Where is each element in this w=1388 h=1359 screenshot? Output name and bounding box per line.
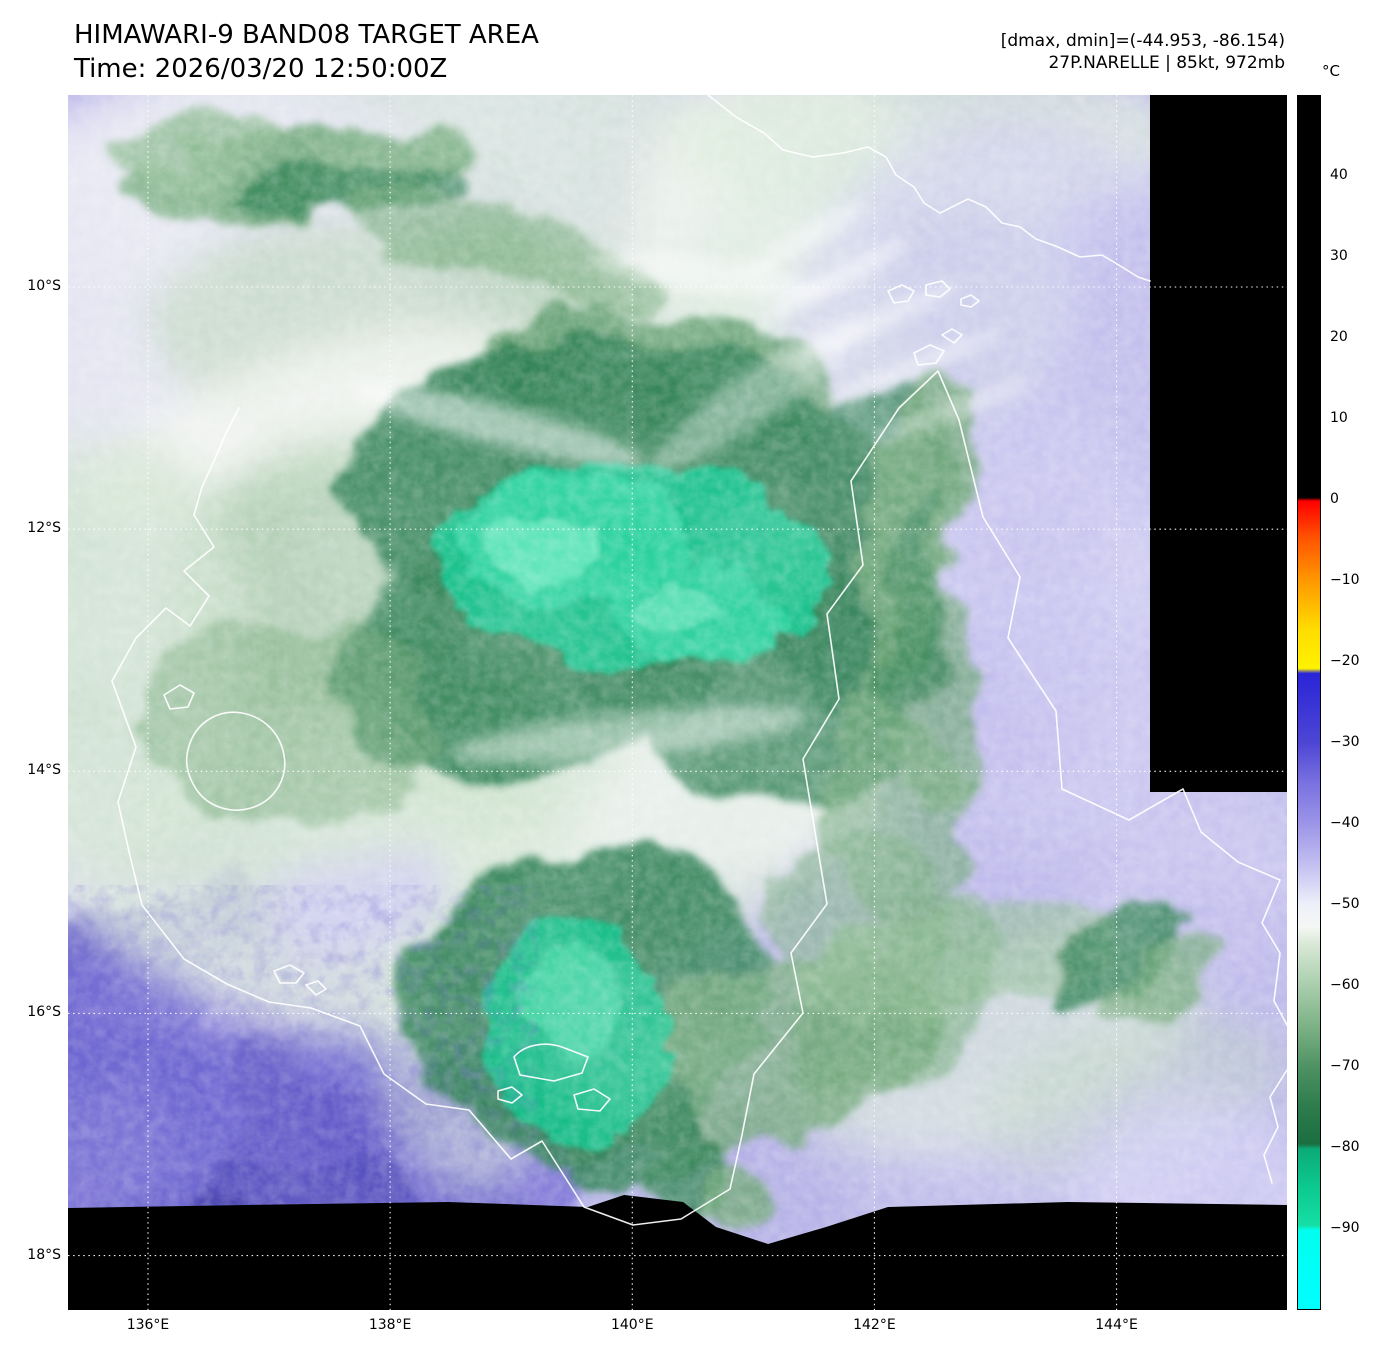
colorbar-tick-label: −90 <box>1330 1220 1360 1236</box>
colorbar-tick-label: 0 <box>1330 491 1339 507</box>
lon-tick-label: 142°E <box>853 1317 896 1333</box>
colorbar <box>1297 95 1321 1310</box>
lat-tick-label: 14°S <box>27 762 61 779</box>
colorbar-tick-label: −10 <box>1330 572 1360 588</box>
storm-info-annotation: 27P.NARELLE | 85kt, 972mb <box>1048 53 1285 73</box>
annotation-block: [dmax, dmin]=(-44.953, -86.154) 27P.NARE… <box>1001 30 1285 74</box>
lat-tick-label: 12°S <box>27 520 61 537</box>
dmax-dmin-annotation: [dmax, dmin]=(-44.953, -86.154) <box>1000 31 1285 51</box>
colorbar-tick-label: 20 <box>1330 329 1348 345</box>
latlon-gridlines <box>68 95 1287 1310</box>
colorbar-tick-label: −20 <box>1330 653 1360 669</box>
colorbar-unit-label: °C <box>1322 62 1340 80</box>
colorbar-gradient <box>1298 96 1320 1309</box>
coastline-png-path <box>707 95 1151 282</box>
lat-tick-label: 18°S <box>27 1246 61 1263</box>
colorbar-tick-label: −60 <box>1330 977 1360 993</box>
lon-tick-label: 138°E <box>368 1317 412 1333</box>
colorbar-tick-label: 10 <box>1330 410 1348 426</box>
lon-tick-label: 136°E <box>126 1317 170 1333</box>
timestamp-line: Time: 2026/03/20 12:50:00Z <box>74 54 448 84</box>
satellite-image <box>68 95 1287 1310</box>
satellite-map-area: Copyright © 2020-2026 Dapiya <box>68 95 1287 1310</box>
coastline-overlay <box>111 95 1287 1226</box>
colorbar-tick-label: 30 <box>1330 248 1348 264</box>
colorbar-tick-label: 40 <box>1330 167 1348 183</box>
lat-tick-label: 10°S <box>27 278 61 294</box>
lat-tick-label: 16°S <box>27 1004 61 1021</box>
colorbar-tick-label: −30 <box>1330 734 1360 750</box>
coastline-mainland-path <box>111 370 1287 1226</box>
title-block: HIMAWARI-9 BAND08 TARGET AREA Time: 2026… <box>74 18 539 86</box>
purple-speckle-texture <box>68 885 538 1210</box>
no-data-region <box>68 95 1287 1310</box>
lon-tick-label: 140°E <box>610 1317 654 1333</box>
colorbar-tick-label: −70 <box>1330 1058 1360 1074</box>
coastline-southeast-path <box>1263 1069 1287 1184</box>
lon-tick-label: 144°E <box>1095 1317 1138 1333</box>
page-title: HIMAWARI-9 BAND08 TARGET AREA <box>74 20 539 50</box>
colorbar-tick-label: −40 <box>1330 815 1360 831</box>
coastline-islands-path <box>163 280 980 1112</box>
colorbar-tick-label: −50 <box>1330 896 1360 912</box>
colorbar-tick-label: −80 <box>1330 1139 1360 1155</box>
